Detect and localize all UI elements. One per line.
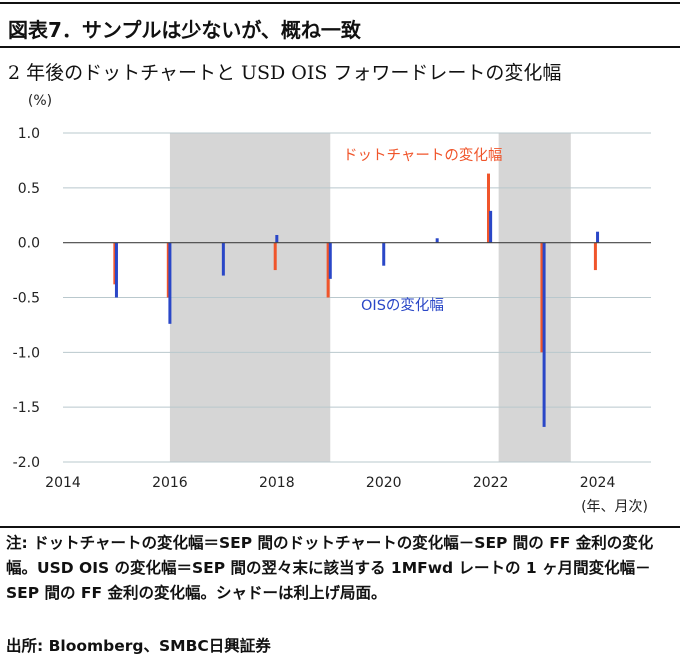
y-axis-label: (%) xyxy=(28,93,52,109)
ois-bar xyxy=(168,242,172,324)
dot-chart-bar xyxy=(166,242,170,298)
ois-annotation: OISの変化幅 xyxy=(361,297,444,314)
x-axis-label: (年、月次) xyxy=(581,499,648,515)
figure-title: 図表7．サンプルは少ないが、概ね一致 xyxy=(8,18,361,42)
ois-bar xyxy=(542,242,546,427)
dot-chart-annotation: ドットチャートの変化幅 xyxy=(343,147,502,164)
dot-chart-bar xyxy=(486,173,490,243)
title-rule xyxy=(0,46,680,48)
ois-bar xyxy=(596,231,600,243)
ois-bar xyxy=(489,210,493,243)
y-tick-label: 0.0 xyxy=(18,236,40,252)
y-tick-label: -0.5 xyxy=(13,291,40,307)
ois-bar xyxy=(114,242,118,298)
ois-bar xyxy=(221,242,225,276)
x-tick-labels: 2014 2016 2018 2020 2022 2024 xyxy=(45,475,615,491)
ois-bar xyxy=(275,234,279,243)
ois-bar xyxy=(382,242,386,266)
x-tick-label: 2022 xyxy=(473,475,509,491)
x-tick-label: 2014 xyxy=(45,475,81,491)
bars-layer xyxy=(113,173,600,427)
y-tick-label: -2.0 xyxy=(13,455,40,471)
ois-bar xyxy=(328,242,332,279)
dot-chart-bar xyxy=(113,242,117,285)
y-tick-label: -1.5 xyxy=(13,400,40,416)
ois-bar xyxy=(435,238,439,243)
top-rule xyxy=(0,2,680,4)
chart-source: 出所: Bloomberg、SMBC日興証券 xyxy=(6,637,271,655)
x-tick-label: 2024 xyxy=(580,475,616,491)
y-tick-labels: 1.0 0.5 0.0 -0.5 -1.0 -1.5 -2.0 xyxy=(13,126,40,471)
gridlines xyxy=(63,132,651,463)
y-tick-label: -1.0 xyxy=(13,345,40,361)
dot-chart-bar xyxy=(593,242,597,271)
x-tick-label: 2018 xyxy=(259,475,295,491)
notes-rule xyxy=(0,526,680,528)
dot-chart-bar xyxy=(326,242,330,298)
x-tick-label: 2020 xyxy=(366,475,402,491)
y-tick-label: 0.5 xyxy=(18,181,40,197)
bar-chart: 1.00.50.0-0.5-1.0-1.5-2.0 2014 2016 2018 20… xyxy=(13,93,651,515)
chart-subtitle: 2 年後のドットチャートと USD OIS フォワードレートの変化幅 xyxy=(8,62,562,84)
dot-chart-bar xyxy=(540,242,544,353)
chart-notes: 注: ドットチャートの変化幅＝SEP 間のドットチャートの変化幅－SEP 間の … xyxy=(6,534,654,602)
y-tick-label: 1.0 xyxy=(18,126,40,142)
x-tick-label: 2016 xyxy=(152,475,188,491)
dot-chart-bar xyxy=(273,242,277,271)
